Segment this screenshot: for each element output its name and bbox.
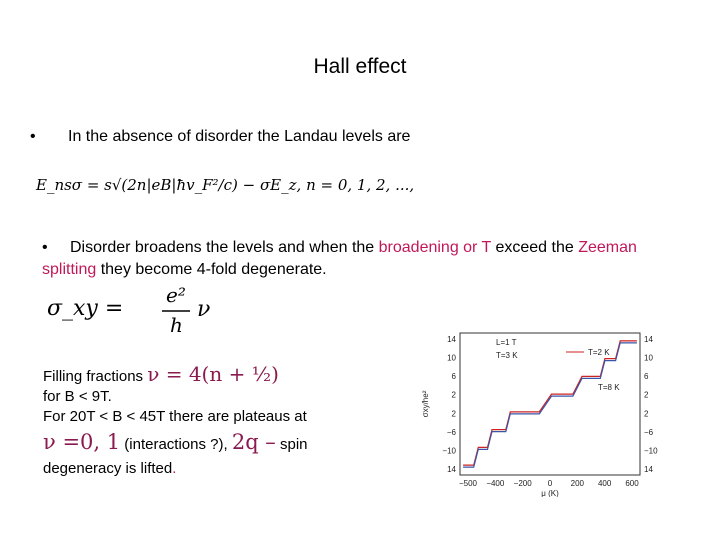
filling-values-line: ν =0, 1 (interactions ?), 2q – spin [43,430,308,454]
legend-entry: L=1 T [496,338,517,347]
legend-entry: T=8 K [598,383,620,392]
bullet-disorder: • Disorder broadens the levels and when t… [42,237,682,281]
highlight-broadening: broadening or T [378,239,492,256]
filling-plateaus: For 20T < B < 45T there are plateaus at [43,408,307,425]
filling-fraction-line: Filling fractions ν = 4(n + ½) [43,362,279,386]
x-axis-label: μ (K) [541,489,559,497]
y-tick-label-right: 2 [644,409,649,418]
interactions-text: (interactions ?), [120,436,232,453]
x-tick-label: 200 [571,479,585,488]
y-tick-label-right: 2 [644,391,649,400]
plot-frame [459,332,641,476]
filling-expression: ν = 4(n + ½) [147,362,279,386]
spin-text: spin [275,436,308,453]
y-tick-label-right: 6 [644,372,649,381]
bullet-marker: • [30,128,36,145]
y-tick-label-left: 10 [447,354,456,363]
formula-factor: ν [197,297,210,322]
landau-level-formula: E_nsσ = s√(2n|eB|ħv_F²/c) − σE_z, n = 0,… [36,176,414,194]
y-tick-label-left: −6 [447,428,457,437]
bullet-text: Disorder broadens the levels and when th… [70,239,379,256]
y-tick-label-left: 2 [452,409,457,418]
y-tick-label-left: 14 [447,465,456,474]
hall-formula-svg: σ_xy = e² h ν [47,283,210,337]
bullet-text: In the absence of disorder the Landau le… [68,128,411,145]
filling-range-lines: for B < 9T. For 20T < B < 45T there are … [43,387,307,427]
y-tick-label-right: 14 [644,465,653,474]
y-tick-label-left: 14 [447,335,456,344]
bullet-marker: • [42,239,48,256]
x-tick-label: −400 [486,479,505,488]
formula-lhs: σ_xy = [47,296,123,321]
degeneracy-text: degeneracy is lifted [43,460,173,477]
legend-entry: T=3 K [496,351,518,360]
y-tick-label-right: −10 [644,446,658,455]
y-tick-label-left: 2 [452,391,457,400]
page-title: Hall effect [313,55,407,78]
x-tick-label: 600 [625,479,639,488]
degeneracy-line: degeneracy is lifted. [43,460,176,477]
bullet-text: exceed the [491,239,579,256]
hall-conductivity-plot: 14 10 6 2 2 −6 −10 14 14 10 6 2 2 −6 −10 14 −500 −400 −200… [418,325,670,502]
y-axis-label: σxy/he² [421,390,430,417]
x-tick-label: −200 [514,479,533,488]
filling-label: Filling fractions [43,368,148,385]
nu-values: ν =0, 1 [43,430,121,454]
series-line [463,340,637,466]
formula-denominator: h [170,313,183,337]
degeneracy-period: . [172,460,177,477]
formula-text: E_nsσ = s√(2n|eB|ħv_F²/c) − σE_z, n = 0,… [36,176,415,194]
bullet-landau-levels: • In the absence of disorder the Landau l… [30,128,410,146]
series-line [463,342,637,468]
legend-entry: T=2 K [588,348,610,357]
y-tick-label-right: −6 [644,428,654,437]
y-tick-label-right: 10 [644,354,653,363]
y-tick-label-right: 14 [644,335,653,344]
bullet-text: they become 4-fold degenerate. [96,261,327,278]
y-tick-label-left: −10 [442,446,456,455]
spin-expression: 2q – [231,430,276,454]
x-tick-label: 400 [598,479,612,488]
formula-numerator: e² [166,283,186,307]
hall-conductivity-formula: σ_xy = e² h ν [42,280,232,346]
x-tick-label: 0 [548,479,553,488]
x-tick-label: −500 [459,479,478,488]
y-tick-label-left: 6 [452,372,457,381]
filling-range: for B < 9T. [43,388,112,405]
highlight-zeeman: Zeeman splitting [42,239,637,278]
